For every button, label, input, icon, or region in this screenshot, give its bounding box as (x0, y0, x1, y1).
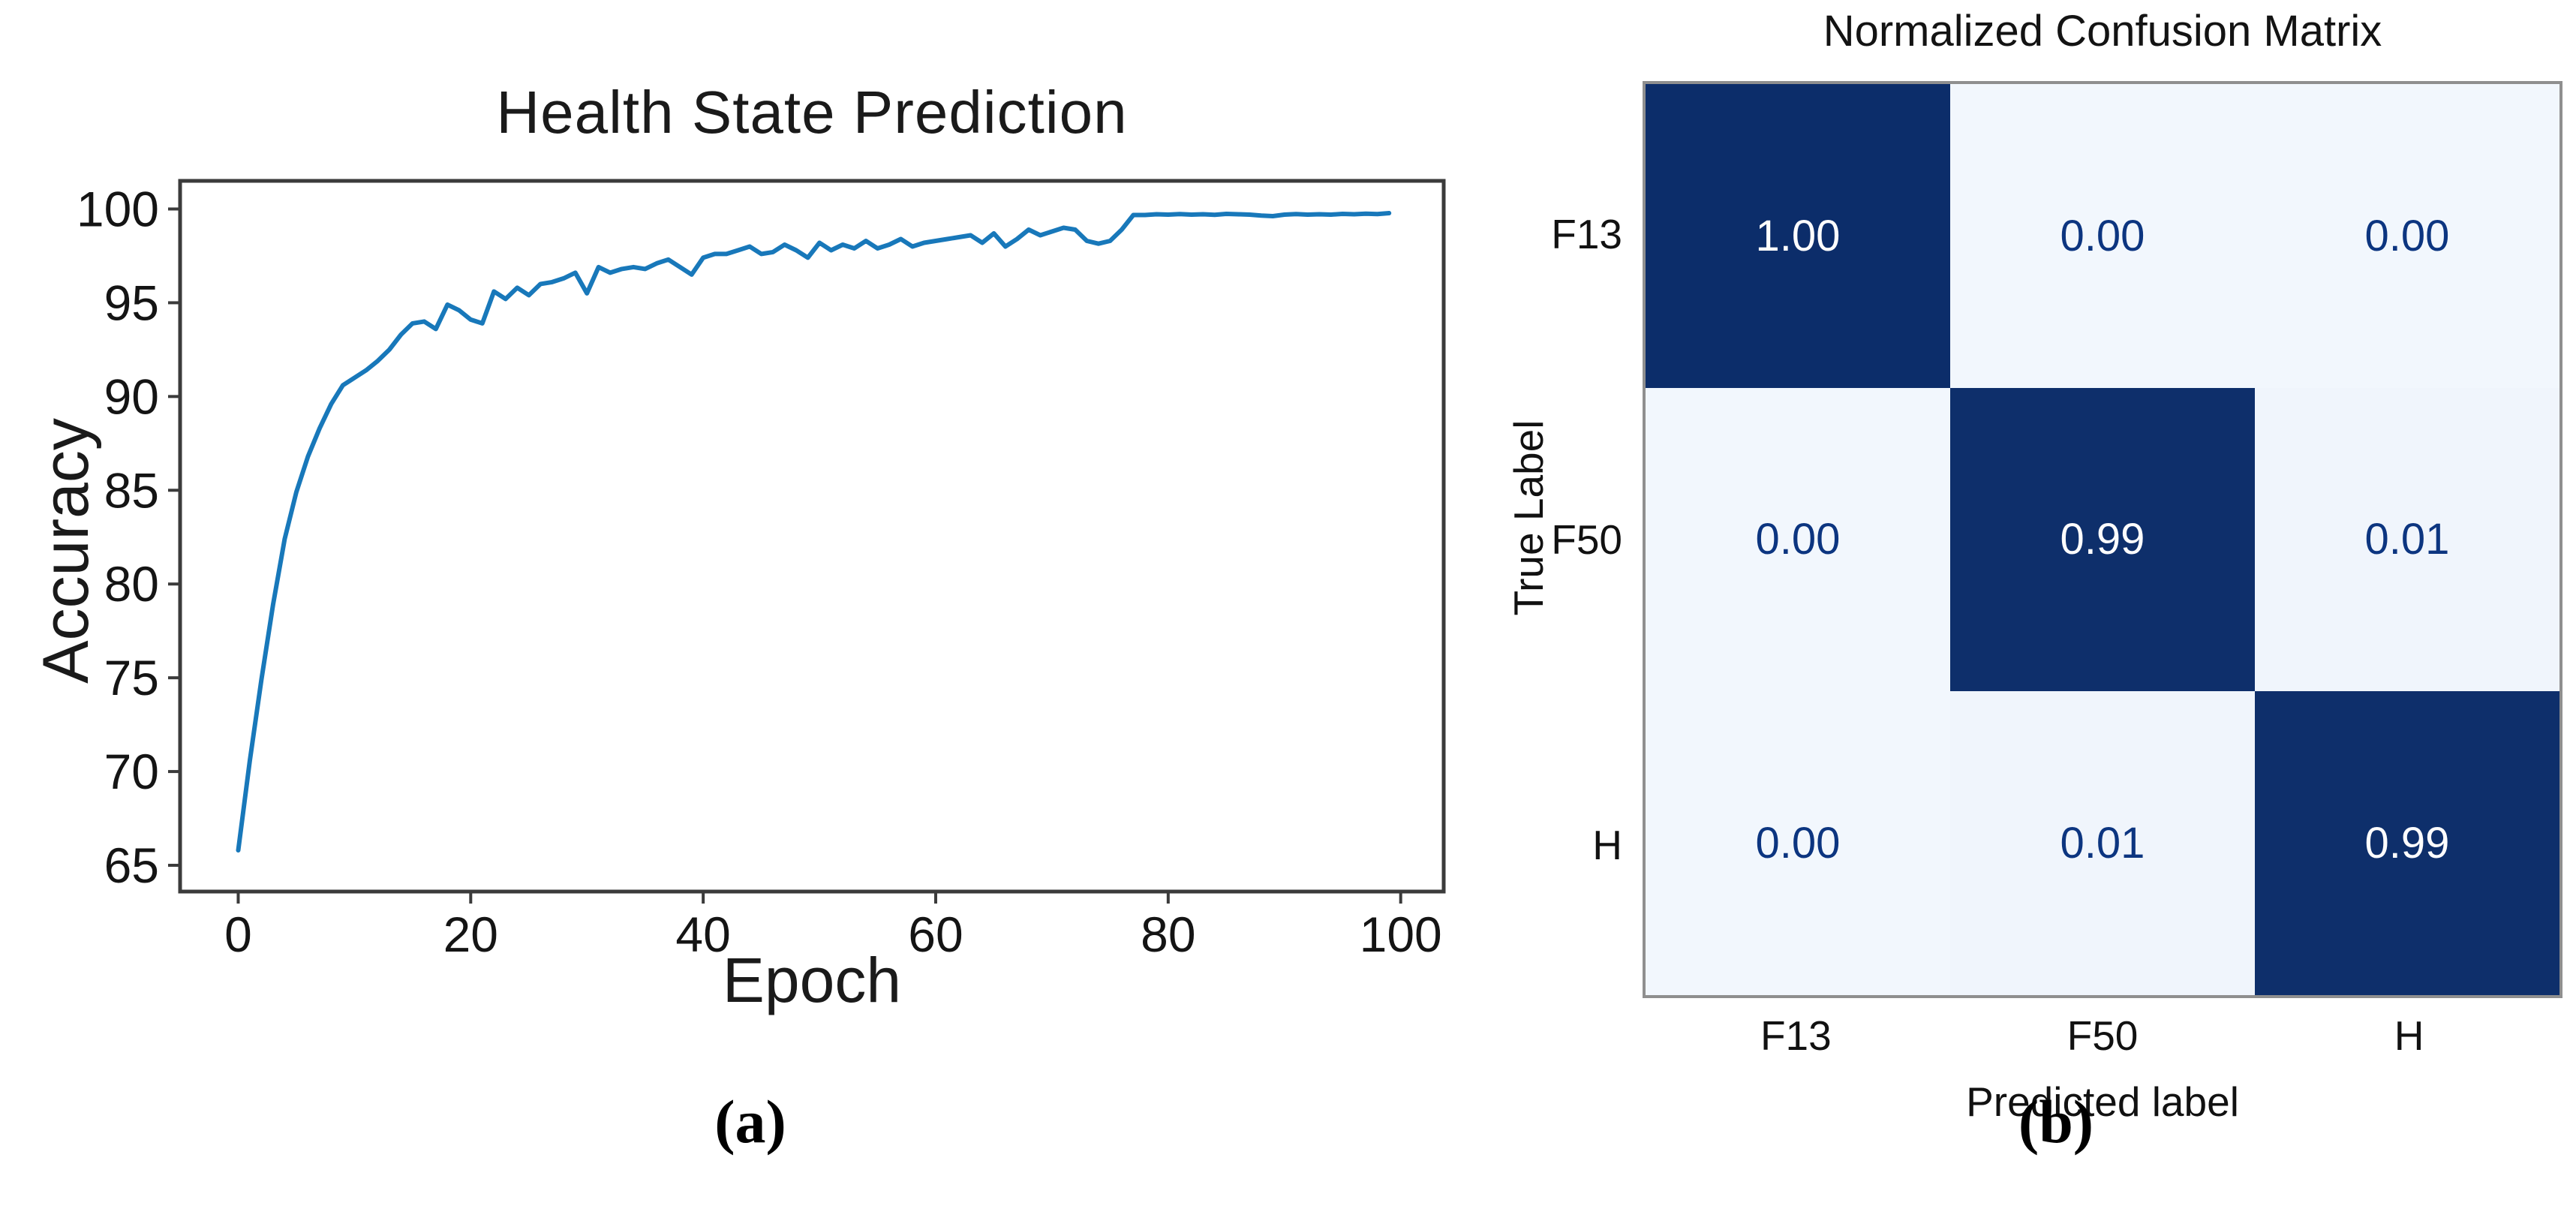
y-tick-label: 65 (104, 838, 159, 893)
row-label-F50: F50 (1551, 516, 1622, 563)
x-tick-label: 60 (908, 907, 963, 962)
y-tick-label: 75 (104, 650, 159, 705)
x-tick-label: 100 (1360, 907, 1442, 962)
line-chart-plot-area: 0 20 40 60 80 100 65 70 75 80 85 90 95 100 (77, 179, 1446, 962)
y-tick-label: 80 (104, 556, 159, 612)
y-tick-label: 70 (104, 744, 159, 799)
row-label-H: H (1592, 822, 1622, 869)
y-tick-label: 95 (104, 275, 159, 330)
x-tick-label: 40 (675, 907, 730, 962)
line-chart-title: Health State Prediction (496, 79, 1128, 146)
matrix-cell-F13-H: 0.00 (2255, 84, 2559, 388)
matrix-cell-F13-F50: 0.00 (1950, 84, 2255, 388)
caption-b: (b) (2018, 1087, 2094, 1156)
matrix-cell-H-F13: 0.00 (1646, 691, 1950, 995)
accuracy-line (236, 211, 1392, 853)
confusion-matrix-x-axis-label: Predicted label (1966, 1078, 2239, 1125)
y-tick-label: 85 (104, 462, 159, 518)
col-label-H: H (2394, 1012, 2424, 1059)
col-label-F13: F13 (1760, 1012, 1832, 1059)
caption-a: (a) (714, 1087, 786, 1156)
confusion-matrix-title: Normalized Confusion Matrix (1823, 7, 2382, 56)
matrix-cell-F50-F13: 0.00 (1646, 387, 1950, 692)
row-label-F13: F13 (1551, 210, 1622, 257)
confusion-matrix-grid: 1.00 0.00 0.00 0.00 0.99 0.01 0.00 0.01 0.99 (1643, 81, 2562, 998)
x-tick-label: 80 (1141, 907, 1195, 962)
y-tick-label: 100 (77, 181, 159, 236)
matrix-cell-F50-F50: 0.99 (1950, 387, 2255, 692)
axes-box (178, 179, 1446, 894)
matrix-cell-F50-H: 0.01 (2255, 387, 2559, 692)
matrix-cell-H-H: 0.99 (2255, 691, 2559, 995)
matrix-cell-H-F50: 0.01 (1950, 691, 2255, 995)
col-label-F50: F50 (2067, 1012, 2139, 1059)
matrix-cell-F13-F13: 1.00 (1646, 84, 1950, 388)
x-tick-label: 0 (224, 907, 252, 962)
line-chart-x-axis-label: Epoch (722, 945, 902, 1015)
y-tick-label: 90 (104, 368, 159, 424)
x-tick-label: 20 (443, 907, 498, 962)
